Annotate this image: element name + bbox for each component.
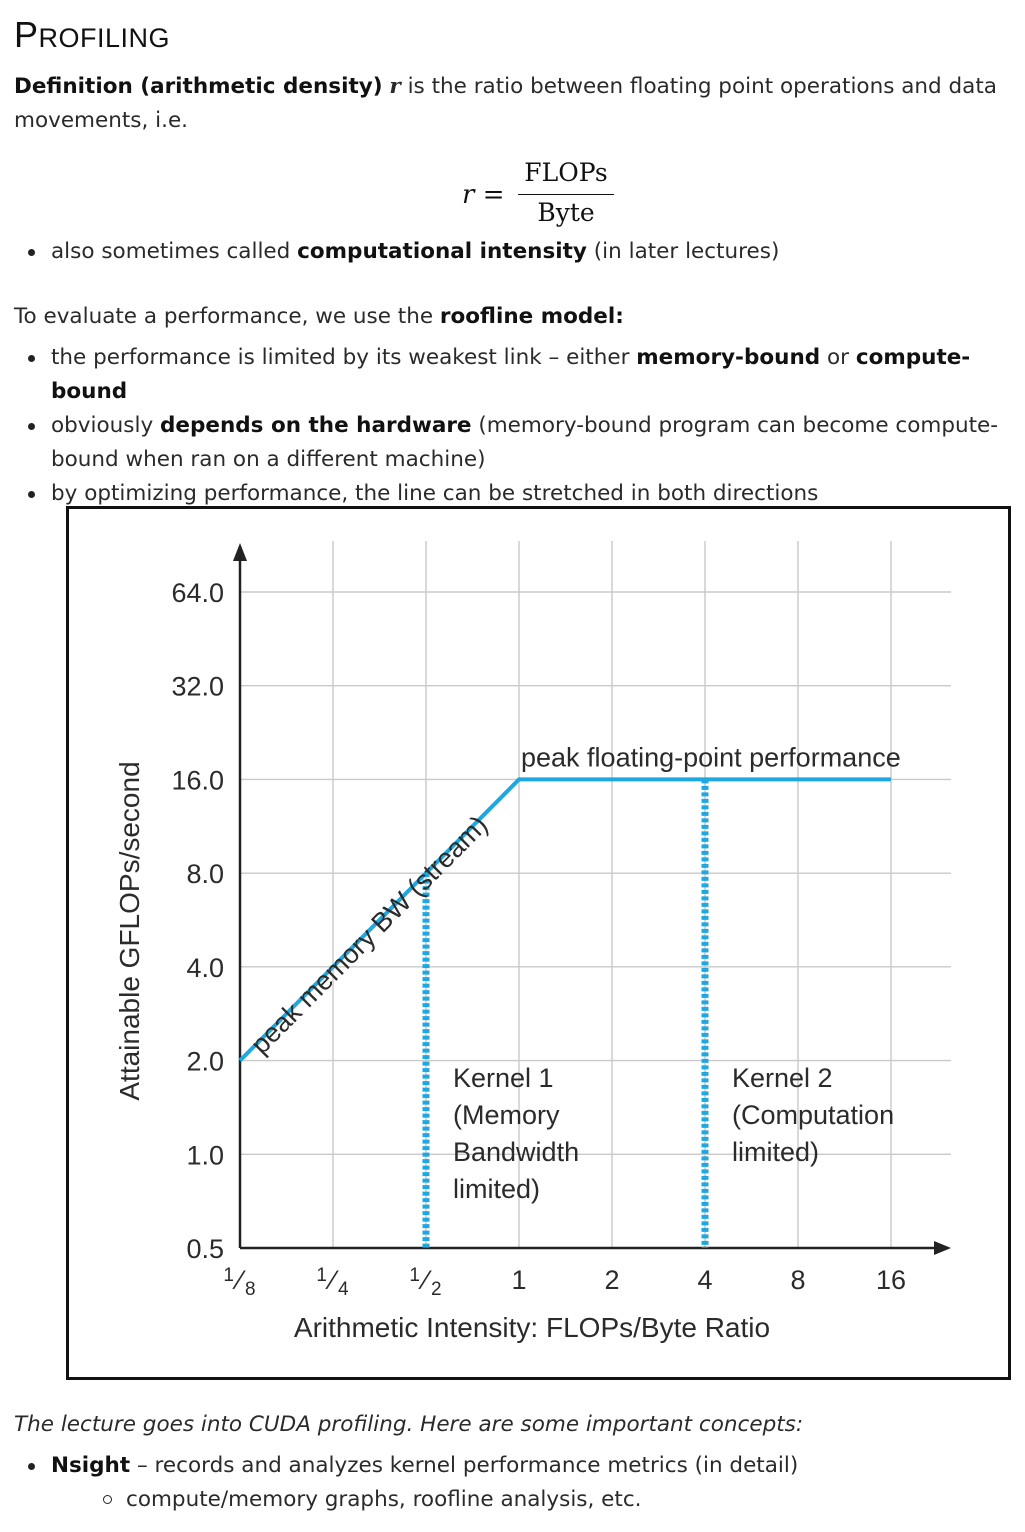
- kernel-1-label-line: (Memory: [453, 1100, 560, 1130]
- y-axis-arrow: [233, 543, 247, 561]
- y-tick-label: 0.5: [186, 1234, 224, 1264]
- bullet-bold: compute-bound: [51, 345, 971, 404]
- bullet-text: the performance is limited by its weakes…: [51, 345, 637, 370]
- roofline-series: [238, 777, 891, 1062]
- svg-text:1: 1: [409, 1265, 420, 1286]
- definition-bullets: also sometimes called computational inte…: [14, 235, 1014, 269]
- svg-text:1: 1: [223, 1265, 234, 1286]
- y-tick-label: 8.0: [186, 859, 224, 889]
- list-item: Nsight – records and analyzes kernel per…: [14, 1449, 1014, 1517]
- y-tick-label: 2.0: [186, 1047, 224, 1077]
- fraction-bar: [518, 194, 614, 195]
- list-item: obviously depends on the hardware (memor…: [14, 409, 1025, 477]
- roofline-figure: 0.5 1.0 2.0 4.0 8.0 16.0 32.0 64.0 1 ⁄ 8 1 ⁄ 4 1 ⁄ 2 1 2 4 8…: [66, 506, 1011, 1380]
- bullet-text: obviously: [51, 413, 161, 438]
- y-tick-label: 32.0: [171, 672, 224, 702]
- kernel-1-label-line: Bandwidth: [453, 1137, 579, 1167]
- list-item: the performance is limited by its weakes…: [14, 341, 1025, 409]
- svg-text:2: 2: [431, 1279, 442, 1300]
- roofline-bullets: the performance is limited by its weakes…: [14, 341, 1025, 511]
- x-tick-label: 16: [876, 1265, 906, 1295]
- x-axis-arrow: [934, 1241, 951, 1255]
- bullet-bold: computational intensity: [297, 239, 587, 264]
- bullet-text: or: [820, 345, 856, 370]
- bullet-text: also sometimes called: [51, 239, 298, 264]
- list-item: by optimizing performance, the line can …: [14, 477, 1025, 511]
- svg-text:4: 4: [338, 1279, 349, 1300]
- heading-rest: ROFILING: [38, 23, 171, 53]
- definition-paragraph: Definition (arithmetic density) r is the…: [14, 70, 1009, 138]
- bullet-bold: depends on the hardware: [160, 413, 472, 438]
- concept-bullets: Nsight – records and analyzes kernel per…: [14, 1449, 1014, 1517]
- y-tick-label: 64.0: [171, 578, 224, 608]
- formula-fraction: FLOPs Byte: [518, 158, 614, 227]
- kernel-1-label-line: limited): [453, 1174, 540, 1204]
- definition-term: Definition (arithmetic density): [14, 74, 383, 99]
- kernel-2-label-line: limited): [732, 1137, 819, 1167]
- list-item: also sometimes called computational inte…: [14, 235, 1014, 269]
- y-axis-title: Attainable GFLOPs/second: [114, 761, 145, 1100]
- kernel-2-label-line: Kernel 2: [732, 1063, 833, 1093]
- sub-list-item: compute/memory graphs, roofline analysis…: [51, 1483, 1014, 1517]
- x-axis-title: Arithmetic Intensity: FLOPs/Byte Ratio: [294, 1312, 770, 1343]
- x-tick-label: 2: [604, 1265, 619, 1295]
- sub-bullet-text: compute/memory graphs, roofline analysis…: [126, 1487, 642, 1512]
- x-tick-label: 1 ⁄ 4: [316, 1265, 349, 1300]
- formula-lhs: r =: [462, 180, 505, 210]
- bullet-text: – records and analyzes kernel performanc…: [130, 1453, 799, 1478]
- x-tick-label: 8: [790, 1265, 805, 1295]
- intro-bold: roofline model:: [439, 304, 624, 329]
- y-tick-label: 4.0: [186, 953, 224, 983]
- intro-text: To evaluate a performance, we use the: [14, 304, 440, 329]
- memory-bw-label: peak memory BW (stream): [245, 810, 494, 1060]
- svg-text:8: 8: [245, 1279, 256, 1300]
- sub-list: compute/memory graphs, roofline analysis…: [51, 1483, 1014, 1517]
- x-tick-label: 1: [511, 1265, 526, 1295]
- peak-performance-label: peak floating-point performance: [521, 742, 901, 772]
- kernel-1-label-line: Kernel 1: [453, 1063, 554, 1093]
- definition-symbol: r: [389, 74, 401, 99]
- heading-initial: P: [14, 14, 39, 55]
- y-tick-label: 1.0: [186, 1140, 224, 1170]
- x-tick-label: 1 ⁄ 8: [223, 1265, 255, 1300]
- y-tick-label: 16.0: [171, 765, 224, 795]
- formula-numerator: FLOPs: [524, 158, 608, 187]
- bullet-text: (memory-bound program can become compute…: [51, 413, 999, 472]
- bullet-text: by optimizing performance, the line can …: [51, 481, 819, 506]
- roofline-intro: To evaluate a performance, we use the ro…: [14, 300, 624, 334]
- bullet-text: (in later lectures): [586, 239, 780, 264]
- formula-denominator: Byte: [537, 198, 595, 227]
- x-tick-label: 4: [697, 1265, 712, 1295]
- definition-text: is the ratio between floating point oper…: [14, 74, 997, 133]
- section-heading: PROFILING: [14, 14, 170, 56]
- bullet-bold: memory-bound: [636, 345, 821, 370]
- kernel-2-label-line: (Computation: [732, 1100, 894, 1130]
- bullet-bold: Nsight: [51, 1453, 131, 1478]
- svg-text:1: 1: [316, 1265, 327, 1286]
- x-tick-label: 1 ⁄ 2: [409, 1265, 441, 1300]
- roofline-chart: 0.51.02.04.08.016.032.064.01 ⁄ 81 ⁄ 41 ⁄ 2 1 2 4 8…: [114, 541, 951, 1343]
- italic-intro: The lecture goes into CUDA profiling. He…: [14, 1412, 804, 1437]
